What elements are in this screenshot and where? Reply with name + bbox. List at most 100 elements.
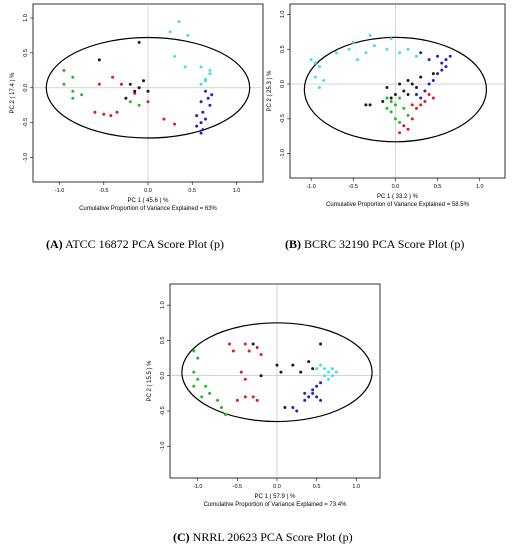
x-tick-label: -1.0 bbox=[306, 184, 315, 190]
data-point bbox=[192, 350, 195, 353]
x-tick-label: 0.5 bbox=[188, 188, 196, 194]
data-point bbox=[407, 48, 410, 51]
x-tick-label: 1.0 bbox=[233, 188, 241, 194]
data-point bbox=[319, 364, 322, 367]
x-tick-label: 0.0 bbox=[144, 188, 152, 194]
data-point bbox=[402, 107, 405, 110]
data-point bbox=[432, 72, 435, 75]
x-tick-label: 0.0 bbox=[392, 184, 400, 190]
data-point bbox=[373, 44, 376, 47]
data-point bbox=[138, 104, 141, 107]
pca-panel-b: -1.0 -0.5 0.0 0.5 1.0 -1.0 -0.5 0.0 0.5 1.0 PC 1 (… bbox=[257, 0, 514, 265]
x-axis-label: PC 1 ( 33.2 ) % bbox=[377, 194, 419, 200]
data-point bbox=[207, 97, 210, 100]
data-point bbox=[142, 79, 145, 82]
data-point bbox=[327, 378, 330, 381]
data-point bbox=[208, 69, 211, 72]
data-point bbox=[256, 399, 259, 402]
caption-c: (C) NRRL 20623 PCA Score Plot (p) bbox=[173, 530, 353, 545]
data-point bbox=[295, 409, 298, 412]
data-point bbox=[291, 406, 294, 409]
data-point bbox=[204, 90, 207, 93]
y-tick-label: 1.0 bbox=[23, 14, 29, 22]
data-point bbox=[411, 83, 414, 86]
y-tick-label: -0.5 bbox=[23, 118, 29, 127]
data-point bbox=[252, 342, 255, 345]
x-axis-label: PC 1 ( 57.9 ) % bbox=[254, 494, 296, 500]
plot-frame bbox=[170, 284, 380, 478]
data-point bbox=[210, 93, 213, 96]
data-point bbox=[315, 367, 318, 370]
data-point bbox=[208, 392, 211, 395]
data-point bbox=[162, 118, 165, 121]
data-point bbox=[335, 51, 338, 54]
data-point bbox=[411, 117, 414, 120]
data-point bbox=[390, 100, 393, 103]
data-point bbox=[428, 83, 431, 86]
x-tick-label: 0.0 bbox=[273, 484, 281, 490]
data-point bbox=[314, 62, 317, 65]
data-point bbox=[299, 371, 302, 374]
data-point bbox=[310, 58, 313, 61]
data-point bbox=[216, 399, 219, 402]
x-tick-label: 1.0 bbox=[352, 484, 360, 490]
data-point bbox=[201, 111, 204, 114]
data-point bbox=[196, 378, 199, 381]
data-point bbox=[385, 48, 388, 51]
data-point bbox=[385, 86, 388, 89]
data-point bbox=[314, 76, 317, 79]
caption-b: (B) BCRC 32190 PCA Score Plot (p) bbox=[285, 237, 464, 252]
y-tick-label: -1.0 bbox=[160, 442, 166, 451]
data-point bbox=[331, 367, 334, 370]
data-point bbox=[394, 103, 397, 106]
data-point bbox=[192, 371, 195, 374]
data-point bbox=[204, 118, 207, 121]
data-point bbox=[436, 55, 439, 58]
data-point bbox=[98, 83, 101, 86]
data-point bbox=[402, 124, 405, 127]
data-point bbox=[311, 392, 314, 395]
data-point bbox=[260, 374, 263, 377]
data-point bbox=[419, 76, 422, 79]
data-point bbox=[195, 125, 198, 128]
data-point bbox=[244, 395, 247, 398]
data-point bbox=[415, 86, 418, 89]
data-point bbox=[173, 123, 176, 126]
data-point bbox=[200, 100, 203, 103]
data-point bbox=[369, 34, 372, 37]
data-point bbox=[71, 97, 74, 100]
data-point bbox=[407, 128, 410, 131]
data-point bbox=[322, 79, 325, 82]
data-point bbox=[319, 342, 322, 345]
data-point bbox=[111, 76, 114, 79]
x-axis-label: PC 1 ( 45.6 ) % bbox=[127, 198, 169, 204]
data-point bbox=[394, 93, 397, 96]
y-tick-label: -0.5 bbox=[280, 114, 286, 123]
data-point bbox=[228, 342, 231, 345]
data-point bbox=[80, 93, 83, 96]
data-point bbox=[407, 114, 410, 117]
data-point bbox=[62, 69, 65, 72]
pca-plot-b: -1.0 -0.5 0.0 0.5 1.0 -1.0 -0.5 0.0 0.5 1.0 PC 1 (… bbox=[257, 0, 514, 230]
data-point bbox=[62, 83, 65, 86]
y-tick-label: 1.0 bbox=[160, 301, 166, 309]
data-point bbox=[279, 371, 282, 374]
data-point bbox=[240, 371, 243, 374]
data-point bbox=[169, 30, 172, 33]
data-point bbox=[120, 83, 123, 86]
x-tick-label: 0.5 bbox=[313, 484, 321, 490]
data-point bbox=[307, 395, 310, 398]
data-point bbox=[394, 117, 397, 120]
data-point bbox=[220, 406, 223, 409]
data-point bbox=[138, 86, 141, 89]
pca-panel-a: -1.0 -0.5 0.0 0.5 1.0 -1.0 -0.5 0.0 0.5 1.0 PC 1 (… bbox=[0, 0, 257, 265]
y-tick-label: 0.5 bbox=[160, 337, 166, 345]
data-point bbox=[390, 37, 393, 40]
data-point bbox=[303, 392, 306, 395]
data-point bbox=[390, 96, 393, 99]
y-axis-label: PC 2 ( 17.4 ) % bbox=[10, 72, 16, 114]
data-point bbox=[200, 65, 203, 68]
data-point bbox=[398, 131, 401, 134]
data-point bbox=[275, 364, 278, 367]
data-point bbox=[208, 104, 211, 107]
